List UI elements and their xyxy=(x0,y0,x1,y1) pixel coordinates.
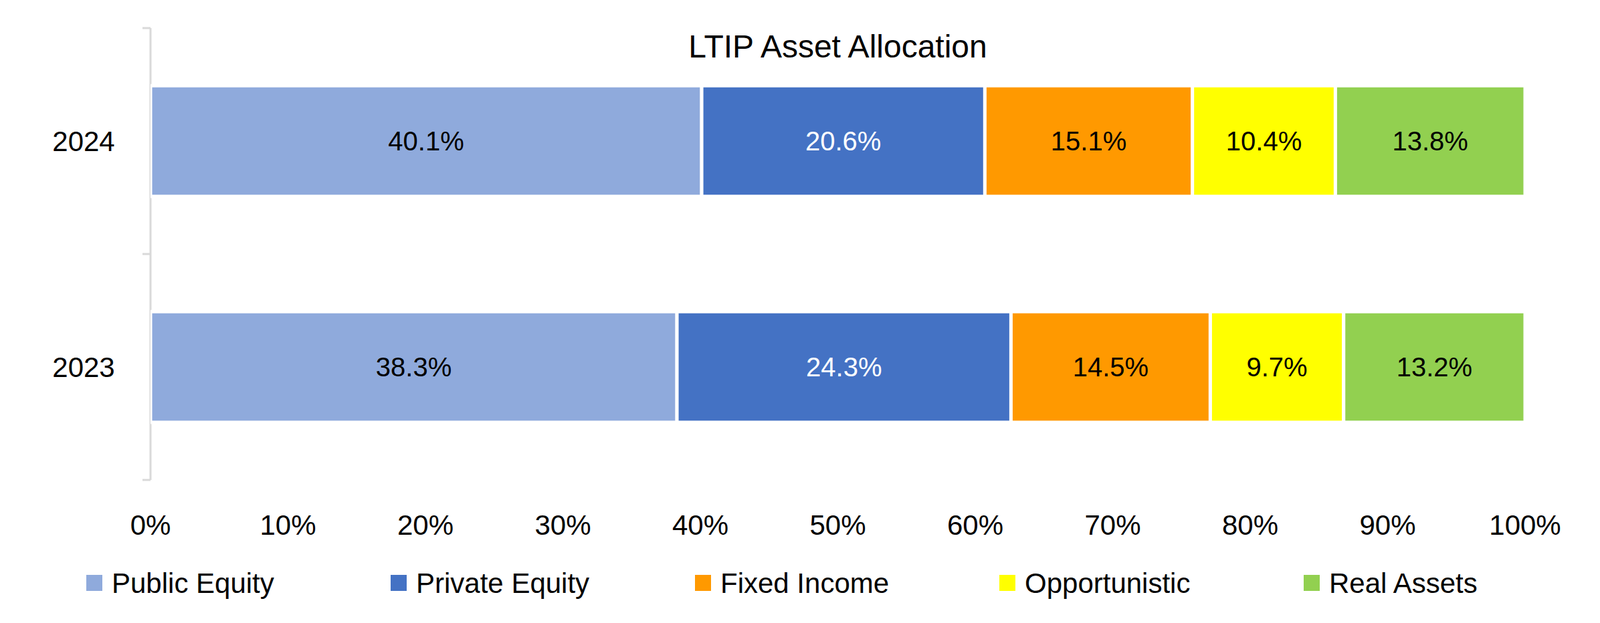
x-tick-label: 50% xyxy=(809,509,866,542)
legend-label: Opportunistic xyxy=(1024,567,1190,600)
bar-segment xyxy=(150,85,702,197)
data-label: 13.2% xyxy=(1396,352,1473,382)
bar-segment xyxy=(1010,311,1211,423)
bar-segment xyxy=(1210,311,1344,423)
x-tick-label: 60% xyxy=(947,509,1004,542)
y-tick xyxy=(142,27,151,30)
legend-swatch xyxy=(999,575,1016,592)
legend-label: Real Assets xyxy=(1329,567,1478,600)
x-tick-label: 0% xyxy=(130,509,172,542)
category-label: 2023 xyxy=(52,351,115,384)
data-label: 10.4% xyxy=(1226,126,1302,156)
chart: LTIP Asset Allocation 2024 2023 0% 10% 20% 30%… xyxy=(0,0,1600,623)
bar-segment xyxy=(1335,85,1526,197)
bar-segment xyxy=(984,85,1192,197)
legend-swatch xyxy=(86,575,103,592)
bar-segment xyxy=(1192,85,1336,197)
x-tick-label: 70% xyxy=(1084,509,1141,542)
data-label: 24.3% xyxy=(806,352,882,382)
x-tick-label: 40% xyxy=(672,509,729,542)
data-labels: 40.1% 20.6% 15.1% 10.4% 13.8% 38.3% 24.3% 14.5%… xyxy=(375,126,1473,382)
x-tick-label: 30% xyxy=(534,509,591,542)
x-tick-label: 90% xyxy=(1359,509,1416,542)
x-tick-label: 100% xyxy=(1488,509,1561,542)
bar-segment xyxy=(676,311,1011,423)
x-tick-label: 20% xyxy=(397,509,454,542)
data-label: 9.7% xyxy=(1246,352,1308,382)
bar-segment xyxy=(701,85,985,197)
bar-segment xyxy=(150,311,677,423)
y-tick xyxy=(142,479,151,482)
legend-swatch xyxy=(694,575,712,592)
legend-swatch xyxy=(1303,575,1320,592)
title: LTIP Asset Allocation xyxy=(688,28,987,65)
bars xyxy=(150,85,1526,423)
legend-label: Public Equity xyxy=(111,567,275,600)
data-label: 20.6% xyxy=(805,126,881,156)
legend: Public Equity Private Equity Fixed Income O… xyxy=(86,567,1478,600)
data-label: 15.1% xyxy=(1050,126,1127,156)
category-label: 2024 xyxy=(52,125,115,158)
x-tick-label: 10% xyxy=(259,509,316,542)
legend-swatch xyxy=(390,575,407,592)
data-label: 13.8% xyxy=(1391,126,1468,156)
data-label: 14.5% xyxy=(1072,352,1149,382)
bar-segment xyxy=(1343,311,1526,423)
data-label: 38.3% xyxy=(375,352,452,382)
y-tick xyxy=(142,253,151,256)
legend-label: Private Equity xyxy=(416,567,590,600)
x-tick-label: 80% xyxy=(1222,509,1279,542)
legend-label: Fixed Income xyxy=(720,567,889,600)
data-label: 40.1% xyxy=(387,126,464,156)
